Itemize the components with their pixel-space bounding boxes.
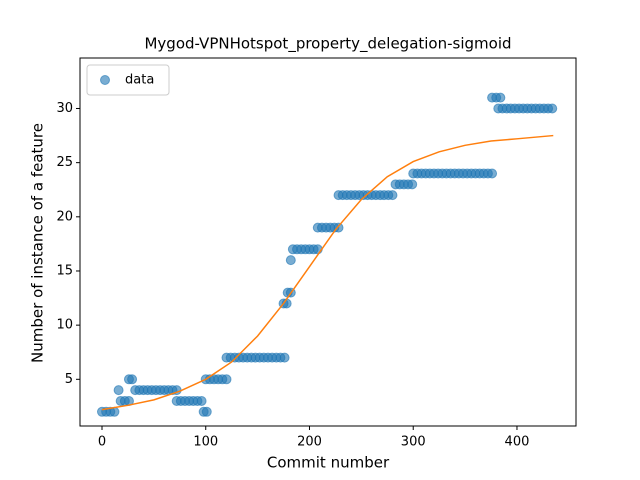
x-tick-label: 400 <box>505 435 530 450</box>
x-tick-label: 200 <box>297 435 322 450</box>
plot-frame <box>79 57 577 427</box>
y-tick-label: 10 <box>56 318 73 333</box>
fit-line <box>101 134 554 411</box>
data-point <box>221 374 232 385</box>
legend-label: data <box>125 73 154 88</box>
x-tick-label: 0 <box>98 435 106 450</box>
data-point <box>495 92 506 103</box>
data-point <box>196 395 207 406</box>
data-point <box>407 179 418 190</box>
x-tick-label: 300 <box>401 435 426 450</box>
data-point <box>201 406 212 417</box>
legend-box <box>86 64 170 96</box>
y-tick-label: 20 <box>56 209 73 224</box>
data-point <box>279 352 290 363</box>
chart-title: Mygod-VPNHotspot_property_delegation-sig… <box>144 35 511 54</box>
y-axis-label: Number of instance of a feature <box>29 123 47 363</box>
data-point <box>285 255 296 266</box>
y-tick-label: 30 <box>56 101 73 116</box>
y-tick-label: 25 <box>56 155 73 170</box>
data-point <box>487 168 498 179</box>
y-tick-label: 5 <box>65 372 73 387</box>
legend-marker <box>100 75 110 85</box>
data-point <box>387 190 398 201</box>
data-point <box>547 103 558 114</box>
data-point <box>113 385 124 396</box>
y-tick-label: 15 <box>56 263 73 278</box>
x-axis-label: Commit number <box>267 454 390 472</box>
data-point <box>127 374 138 385</box>
x-tick-label: 100 <box>193 435 218 450</box>
